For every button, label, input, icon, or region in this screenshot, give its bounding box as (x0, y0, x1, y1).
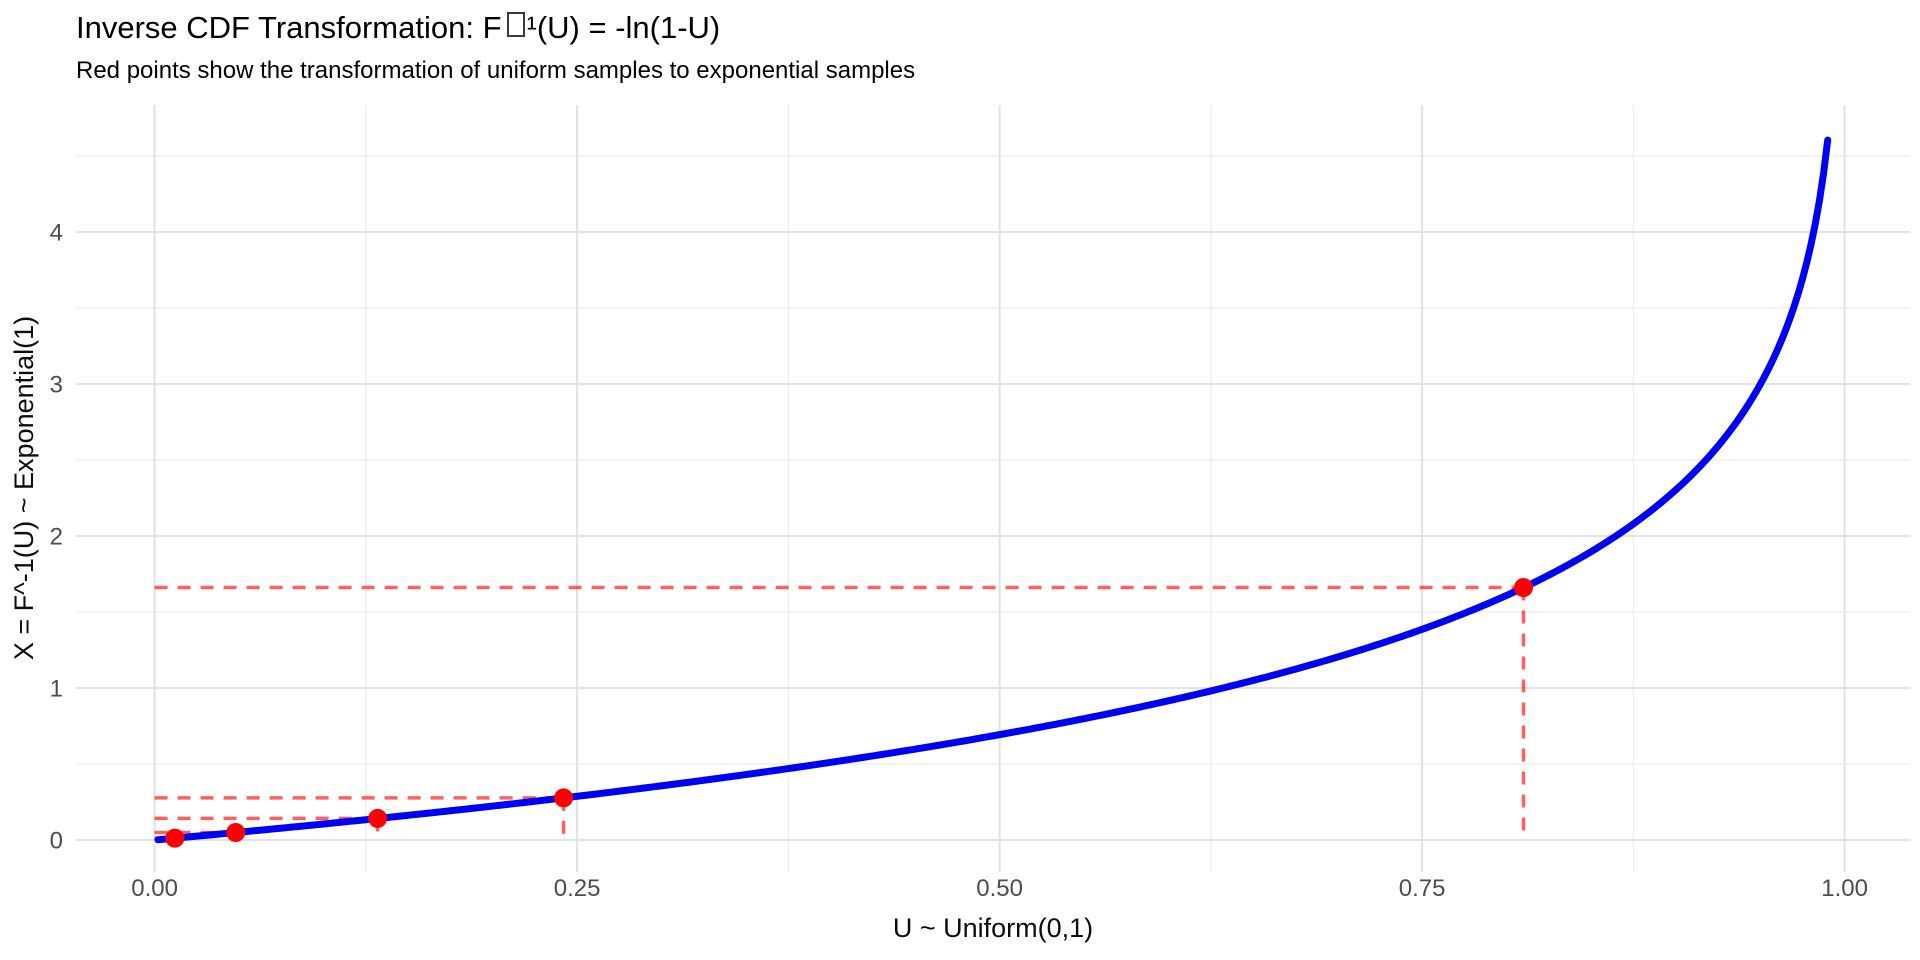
inverse-cdf-curve (154, 136, 1832, 844)
transformation-dashed-lines (154, 585, 1526, 841)
x-axis-tick-labels: 0.00 0.25 0.50 0.75 1.00 (131, 875, 1868, 902)
x-tick-label: 0.25 (554, 875, 601, 902)
major-gridlines (76, 105, 1910, 872)
sample-point (226, 823, 246, 843)
sample-point (554, 788, 574, 808)
sample-point (368, 808, 388, 828)
minor-gridlines (76, 105, 1910, 872)
chart-title-prefix: Inverse CDF Transformation: F (76, 10, 502, 45)
sample-point (165, 828, 185, 848)
sample-points (165, 578, 1533, 848)
chart-title-suffix: ¹(U) = -ln(1-U) (526, 10, 721, 45)
x-tick-label: 0.50 (976, 875, 1023, 902)
y-axis-title: X = F^-1(U) ~ Exponential(1) (9, 316, 39, 660)
y-tick-label: 0 (50, 828, 63, 855)
chart-subtitle: Red points show the transformation of un… (76, 57, 916, 84)
x-tick-label: 0.75 (1399, 875, 1446, 902)
y-axis-tick-labels: 0 1 2 3 4 (50, 220, 63, 855)
y-tick-label: 1 (50, 676, 63, 703)
y-tick-label: 4 (50, 220, 63, 247)
x-tick-label: 1.00 (1821, 875, 1868, 902)
curve-path (154, 136, 1832, 844)
chart-title: Inverse CDF Transformation: F ¹(U) = -ln(… (76, 10, 720, 46)
missing-glyph-box (506, 12, 525, 37)
sample-point (1513, 578, 1533, 598)
y-tick-label: 2 (50, 524, 63, 551)
x-tick-label: 0.00 (131, 875, 178, 902)
x-axis-title: U ~ Uniform(0,1) (893, 913, 1093, 943)
y-tick-label: 3 (50, 372, 63, 399)
